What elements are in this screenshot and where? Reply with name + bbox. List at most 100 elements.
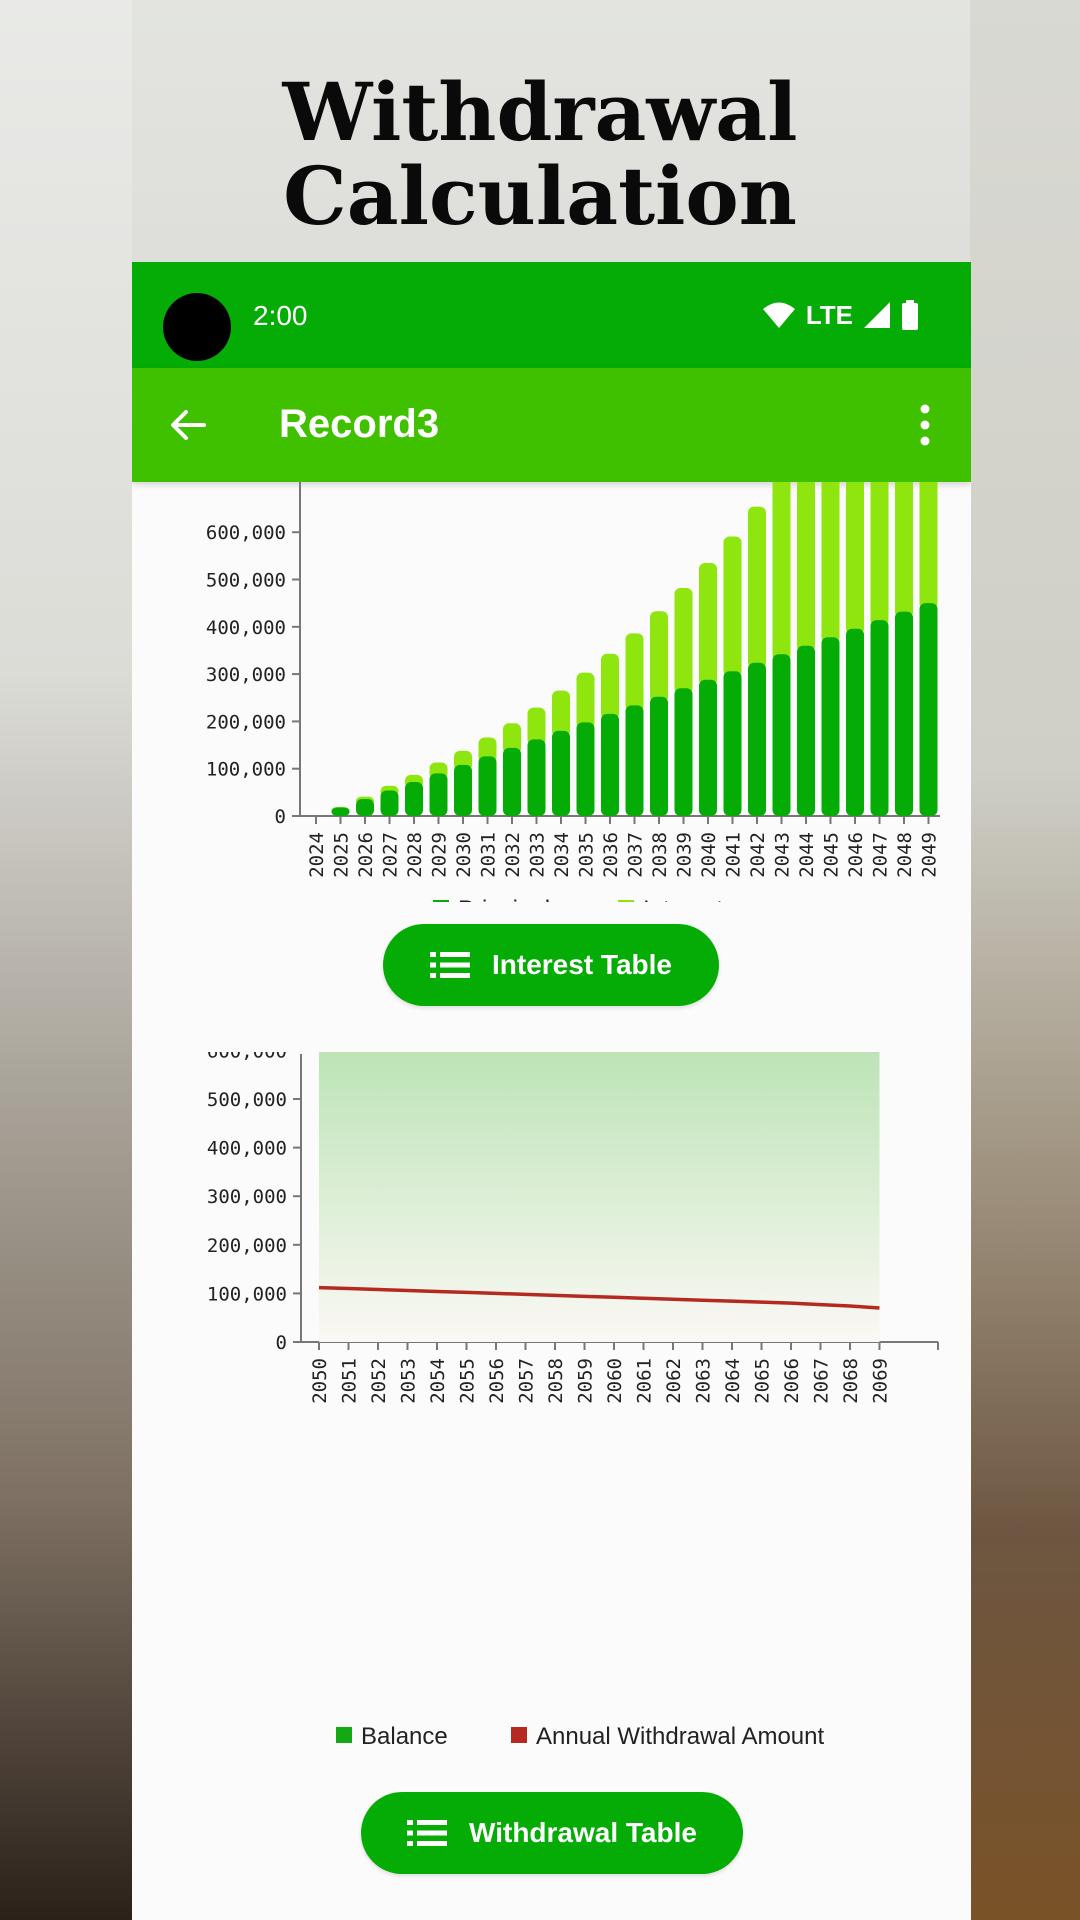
bar-interest bbox=[527, 707, 546, 746]
bar-principal bbox=[772, 654, 791, 816]
legend-swatch-balance bbox=[336, 1727, 352, 1743]
bar-interest bbox=[748, 506, 766, 669]
toolbar-title: Record3 bbox=[279, 402, 440, 446]
x-tick-label: 2033 bbox=[527, 832, 549, 878]
interest-table-button[interactable]: Interest Table bbox=[383, 924, 719, 1006]
bar-interest bbox=[552, 690, 570, 737]
status-icons: LTE bbox=[762, 298, 919, 332]
y-tick-label: 400,000 bbox=[206, 617, 286, 639]
bar-principal bbox=[331, 807, 350, 816]
legend-swatch-principal bbox=[433, 900, 449, 902]
bar-interest bbox=[846, 482, 864, 635]
bar-interest bbox=[821, 482, 840, 644]
wifi-icon bbox=[762, 302, 795, 328]
bar-principal bbox=[429, 773, 448, 816]
bar-interest bbox=[699, 562, 717, 686]
bar-interest bbox=[650, 611, 668, 703]
y-tick-label: 0 bbox=[276, 1332, 287, 1354]
bar-principal bbox=[405, 781, 423, 816]
headline-line2: Calculation bbox=[283, 149, 797, 243]
x-tick-label: 2037 bbox=[625, 832, 647, 878]
y-tick-label: 100,000 bbox=[206, 759, 286, 781]
x-tick-label: 2061 bbox=[634, 1358, 656, 1404]
x-tick-label: 2034 bbox=[551, 832, 573, 878]
x-tick-label: 2052 bbox=[368, 1358, 390, 1404]
x-tick-label: 2038 bbox=[649, 832, 671, 878]
y-tick-label: 0 bbox=[275, 806, 286, 828]
withdrawal-table-label: Withdrawal Table bbox=[469, 1817, 697, 1848]
x-tick-label: 2067 bbox=[811, 1358, 833, 1404]
x-tick-label: 2050 bbox=[309, 1358, 331, 1404]
bar-interest bbox=[503, 723, 521, 754]
x-tick-label: 2042 bbox=[747, 832, 769, 878]
battery-icon bbox=[902, 300, 918, 330]
bar-principal bbox=[650, 696, 668, 816]
x-tick-label: 2063 bbox=[693, 1358, 715, 1404]
bar-principal bbox=[454, 764, 472, 816]
phone-screen: 2:00 LTE Record3 0 100,000 200,000 300,000 4… bbox=[132, 262, 971, 1920]
x-tick-label: 2057 bbox=[516, 1358, 538, 1404]
bar-principal bbox=[797, 645, 815, 816]
bar-principal bbox=[503, 747, 521, 816]
more-vert-icon[interactable] bbox=[915, 403, 935, 447]
headline: Withdrawal Calculation bbox=[0, 70, 1080, 238]
bar-interest bbox=[772, 482, 791, 661]
y-tick-label: 600,000 bbox=[207, 1052, 287, 1062]
y-tick-label: 300,000 bbox=[206, 664, 286, 686]
x-tick-label: 2055 bbox=[457, 1358, 479, 1404]
x-tick-label: 2040 bbox=[698, 832, 720, 878]
bar-principal bbox=[552, 730, 570, 816]
bar-principal bbox=[527, 739, 546, 816]
bar-principal bbox=[723, 671, 742, 816]
bar-interest bbox=[601, 653, 619, 720]
bar-principal bbox=[748, 662, 766, 816]
x-tick-label: 2035 bbox=[576, 832, 598, 878]
y-tick-label: 500,000 bbox=[207, 1089, 287, 1111]
bar-interest bbox=[895, 482, 913, 618]
bar-principal bbox=[576, 722, 595, 816]
x-tick-label: 2044 bbox=[796, 832, 818, 878]
bar-principal bbox=[919, 603, 938, 816]
bar-interest bbox=[797, 482, 815, 652]
bar-interest bbox=[919, 482, 938, 610]
x-tick-label: 2046 bbox=[845, 832, 867, 878]
x-tick-label: 2062 bbox=[663, 1358, 685, 1404]
legend-label-withdrawal: Annual Withdrawal Amount bbox=[536, 1723, 824, 1750]
x-tick-label: 2030 bbox=[453, 832, 475, 878]
x-tick-label: 2064 bbox=[722, 1358, 744, 1404]
y-tick-label: 500,000 bbox=[206, 570, 286, 592]
x-tick-label: 2028 bbox=[404, 832, 426, 878]
legend-label-principal: Principal bbox=[458, 896, 550, 902]
x-tick-label: 2051 bbox=[339, 1358, 361, 1404]
background-left bbox=[0, 0, 132, 1920]
x-tick-label: 2047 bbox=[870, 832, 892, 878]
x-tick-label: 2036 bbox=[600, 832, 622, 878]
camera-cutout bbox=[163, 293, 231, 361]
x-tick-label: 2025 bbox=[331, 832, 353, 878]
headline-line1: Withdrawal bbox=[282, 65, 798, 159]
legend-swatch-withdrawal bbox=[511, 1727, 527, 1743]
x-tick-label: 2053 bbox=[398, 1358, 420, 1404]
withdrawal-table-button[interactable]: Withdrawal Table bbox=[361, 1792, 743, 1874]
x-tick-label: 2068 bbox=[840, 1358, 862, 1404]
x-tick-label: 2043 bbox=[772, 832, 794, 878]
x-tick-label: 2059 bbox=[575, 1358, 597, 1404]
x-tick-label: 2066 bbox=[781, 1358, 803, 1404]
bar-principal bbox=[601, 713, 619, 816]
bar-principal bbox=[625, 705, 644, 816]
legend-label-interest: Interest bbox=[643, 896, 723, 902]
bar-interest bbox=[870, 482, 889, 627]
y-tick-label: 400,000 bbox=[207, 1138, 287, 1160]
principal-interest-chart: 0 100,000 200,000 300,000 400,000 500,000 600,… bbox=[206, 482, 941, 902]
bar-principal bbox=[478, 756, 497, 816]
bar-principal bbox=[846, 628, 864, 816]
app-toolbar: Record3 bbox=[132, 368, 971, 482]
bar-interest bbox=[478, 737, 497, 763]
x-tick-label: 2032 bbox=[502, 832, 524, 878]
x-tick-label: 2048 bbox=[894, 832, 916, 878]
x-tick-label: 2069 bbox=[870, 1358, 892, 1404]
back-arrow-icon[interactable] bbox=[168, 405, 208, 445]
x-tick-label: 2041 bbox=[723, 832, 745, 878]
y-tick-label: 300,000 bbox=[207, 1186, 287, 1208]
x-tick-label: 2039 bbox=[674, 832, 696, 878]
